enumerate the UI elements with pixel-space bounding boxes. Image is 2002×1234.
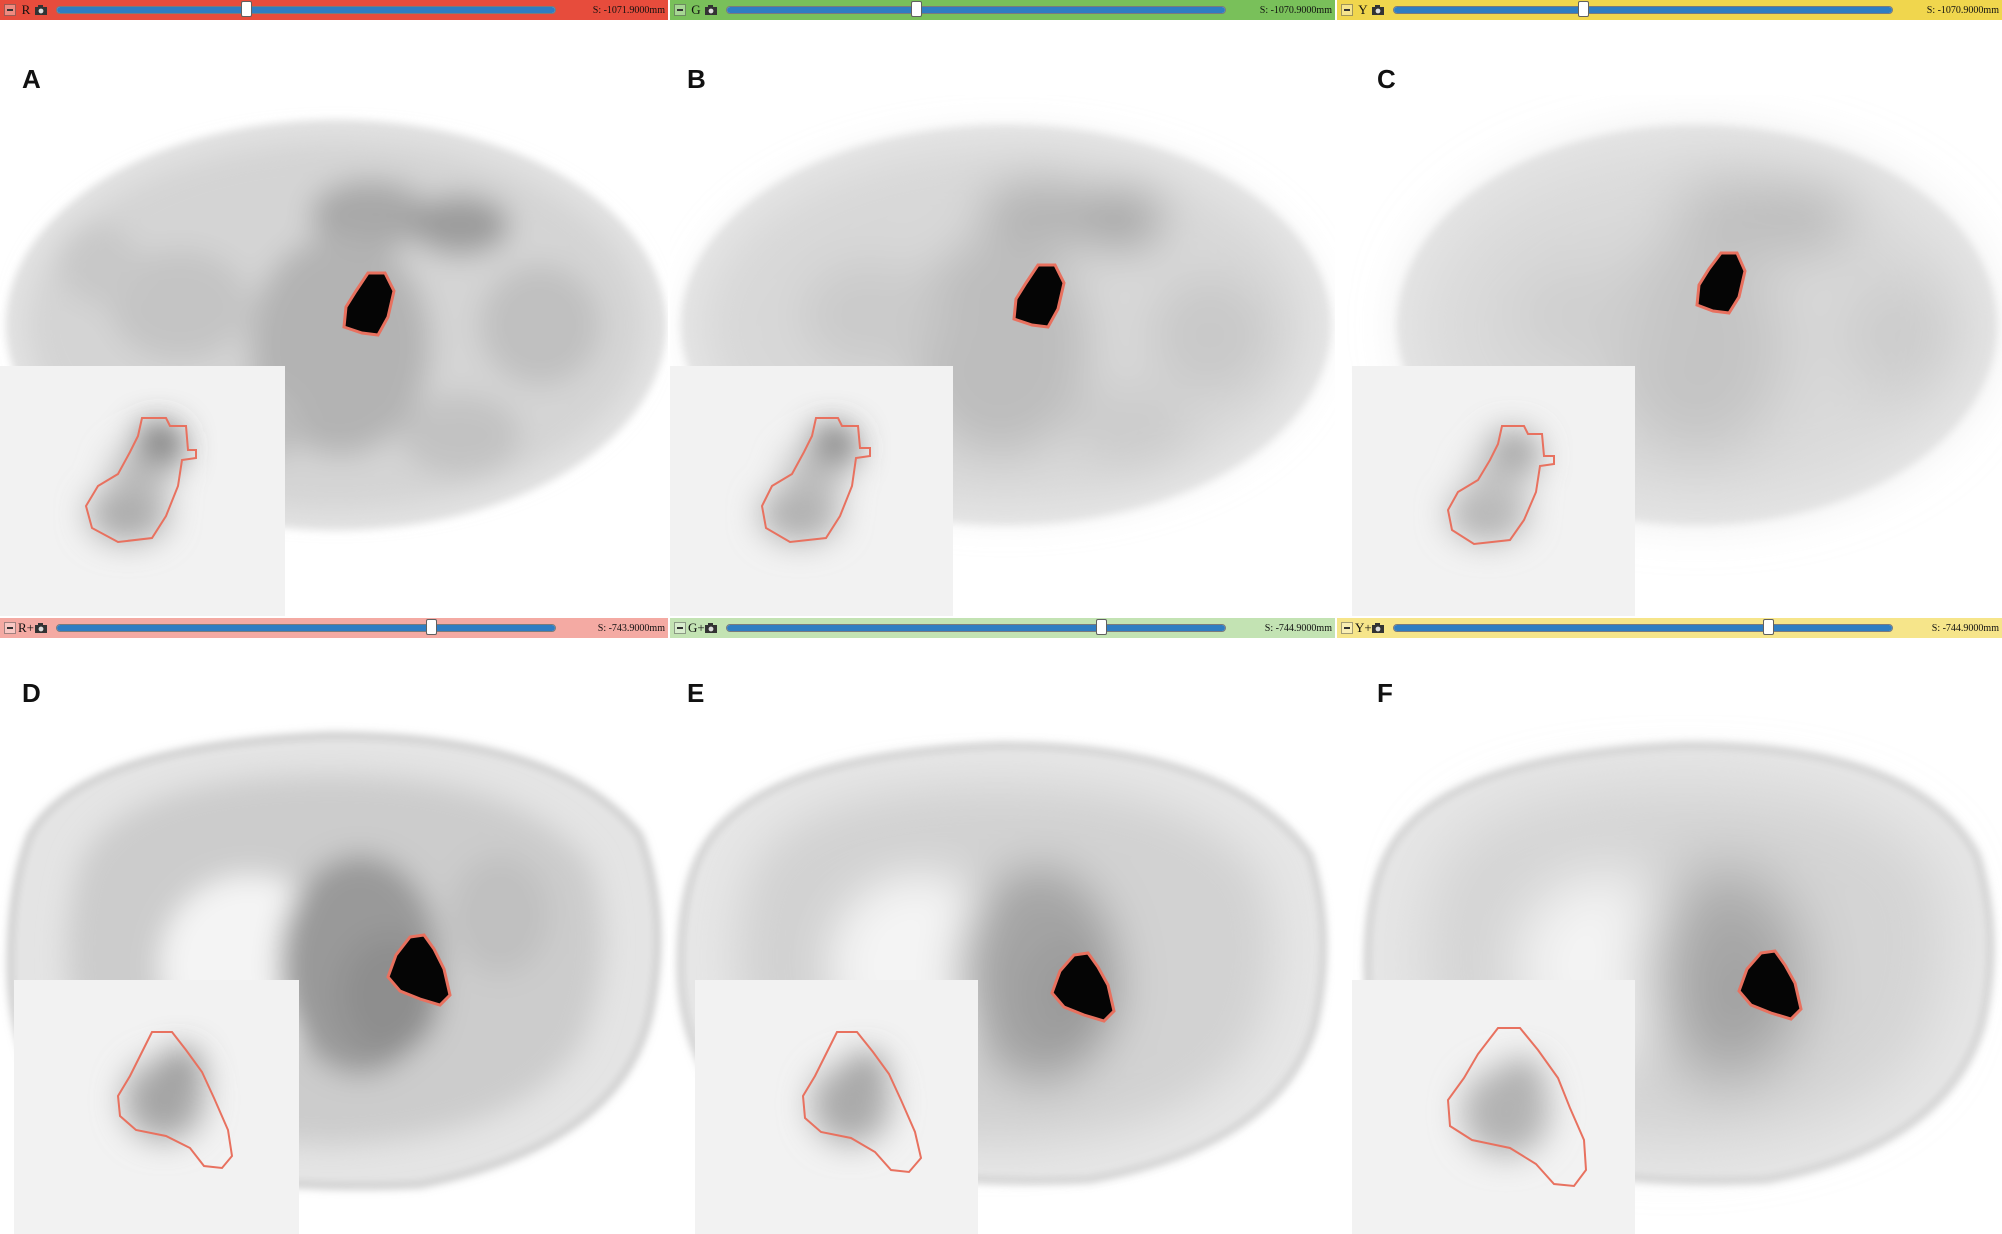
- slice-bar-green-plus: G+ S: -744.9000mm: [670, 618, 1335, 638]
- view-name: G: [691, 2, 701, 17]
- view-name: Y+: [1355, 620, 1372, 635]
- slice-bar-green: G S: -1070.9000mm: [670, 0, 1335, 20]
- view-name: R+: [18, 620, 35, 635]
- slice-offset-slider[interactable]: [56, 619, 556, 635]
- slice-offset-value: S: -744.9000mm: [1264, 622, 1332, 634]
- lesion-contour: [386, 933, 452, 1007]
- view-name: G+: [688, 620, 705, 635]
- camera-icon[interactable]: [1371, 4, 1385, 16]
- slider-thumb[interactable]: [241, 1, 253, 17]
- panel-label-a: A: [22, 64, 41, 94]
- slice-offset-value: S: -1070.9000mm: [1926, 4, 1999, 16]
- camera-icon[interactable]: [34, 622, 48, 634]
- zoom-inset-a: [0, 366, 285, 616]
- camera-icon[interactable]: [704, 4, 718, 16]
- zoom-inset-b: [670, 366, 953, 616]
- pet-scan-image-f: [1363, 741, 1994, 1185]
- camera-icon[interactable]: [704, 622, 718, 634]
- lesion-contour-zoom: [1446, 1027, 1588, 1188]
- panel-label-f: F: [1377, 678, 1393, 708]
- pin-icon[interactable]: [674, 622, 686, 634]
- zoom-inset-c: [1352, 366, 1635, 616]
- slider-fill: [727, 625, 1225, 631]
- zoom-inset-d: [14, 980, 299, 1234]
- slice-offset-slider[interactable]: [1393, 1, 1893, 17]
- slice-offset-value: S: -744.9000mm: [1931, 622, 1999, 634]
- pin-icon[interactable]: [1341, 4, 1353, 16]
- panel-label-b: B: [687, 64, 706, 94]
- slider-fill: [727, 7, 1225, 13]
- lesion-contour: [1012, 263, 1066, 329]
- camera-icon[interactable]: [1371, 622, 1385, 634]
- slice-offset-slider[interactable]: [726, 619, 1226, 635]
- slice-offset-value: S: -1070.9000mm: [1259, 4, 1332, 16]
- slider-fill: [57, 625, 555, 631]
- pin-icon[interactable]: [674, 4, 686, 16]
- lesion-contour: [342, 271, 396, 337]
- pin-icon[interactable]: [1341, 622, 1353, 634]
- slider-fill: [57, 7, 555, 13]
- lesion-contour-zoom: [801, 1031, 923, 1174]
- slice-bar-yellow: Y S: -1070.9000mm: [1337, 0, 2002, 20]
- slider-thumb[interactable]: [425, 619, 437, 635]
- pin-icon[interactable]: [4, 4, 16, 16]
- slider-thumb[interactable]: [1762, 619, 1774, 635]
- camera-icon[interactable]: [34, 4, 48, 16]
- lesion-contour: [1050, 951, 1116, 1023]
- slice-offset-value: S: -1071.9000mm: [592, 4, 665, 16]
- panel-label-e: E: [687, 678, 705, 708]
- panel-label-c: C: [1377, 64, 1396, 94]
- zoom-inset-f: [1352, 980, 1635, 1234]
- slice-offset-slider[interactable]: [726, 1, 1226, 17]
- slice-offset-value: S: -743.9000mm: [597, 622, 665, 634]
- lesion-contour-zoom: [84, 417, 197, 544]
- view-name: Y: [1358, 2, 1368, 17]
- lesion-contour: [1695, 251, 1747, 315]
- lesion-contour-zoom: [116, 1031, 234, 1170]
- view-name: R: [21, 2, 31, 17]
- lesion-contour-zoom: [760, 417, 871, 544]
- slider-fill: [1394, 625, 1892, 631]
- panel-label-d: D: [22, 678, 41, 708]
- lesion-contour: [1737, 949, 1803, 1021]
- pin-icon[interactable]: [4, 622, 16, 634]
- slice-offset-slider[interactable]: [1393, 619, 1893, 635]
- slice-bar-red: R S: -1071.9000mm: [0, 0, 668, 20]
- slider-thumb[interactable]: [1578, 1, 1590, 17]
- lesion-contour-zoom: [1446, 425, 1555, 546]
- slider-thumb[interactable]: [1095, 619, 1107, 635]
- slice-bar-yellow-plus: Y+ S: -744.9000mm: [1337, 618, 2002, 638]
- slice-offset-slider[interactable]: [56, 1, 556, 17]
- slider-fill: [1394, 7, 1892, 13]
- zoom-inset-e: [695, 980, 978, 1234]
- slice-bar-red-plus: R+ S: -743.9000mm: [0, 618, 668, 638]
- slider-thumb[interactable]: [911, 1, 923, 17]
